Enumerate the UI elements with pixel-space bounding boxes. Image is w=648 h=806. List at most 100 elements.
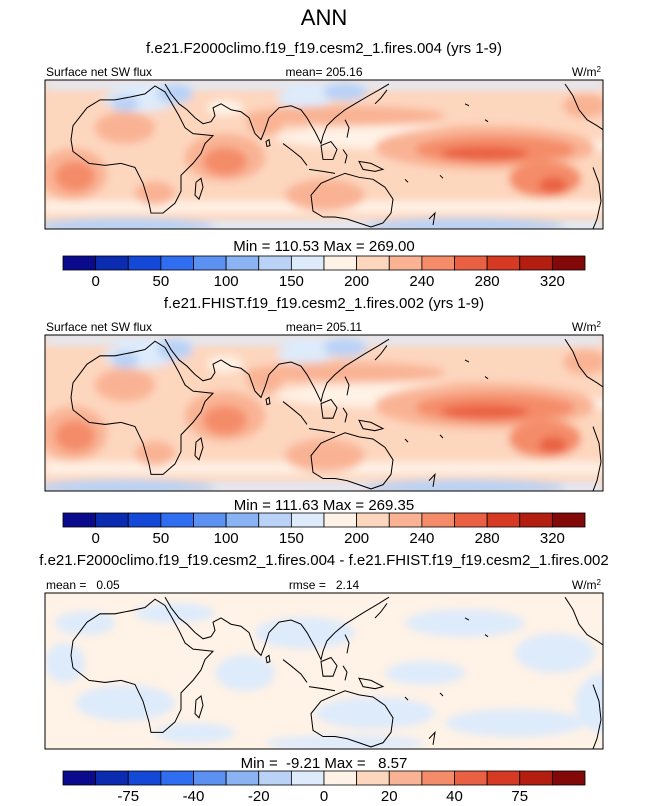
colorbar-3-swatch	[160, 770, 194, 786]
colorbar-1-tick-label: 280	[475, 273, 500, 290]
panel-2-map-frame	[44, 334, 604, 492]
colorbar-3-swatch	[193, 770, 227, 786]
colorbar-3-tick-label: 40	[446, 788, 463, 805]
colorbar-2-swatch	[62, 512, 97, 528]
colorbar-2-swatch	[551, 512, 586, 528]
colorbar-2-tick-label: 50	[153, 530, 170, 547]
panel-1-variable-label: Surface net SW flux	[46, 65, 152, 79]
panel-1-map	[35, 80, 603, 229]
panel-3-rmse-label: rmse = 2.14	[289, 578, 360, 592]
panel-3-units: W/m2	[572, 578, 602, 592]
colorbar-3-tick-label: 75	[511, 788, 528, 805]
panel-3-min-max: Min = -9.21 Max = 8.57	[241, 755, 408, 772]
colorbar-3-swatch	[290, 770, 325, 786]
colorbar-1-swatch	[323, 255, 358, 271]
colorbar-1-swatch	[551, 255, 586, 271]
colorbar-1-tick-label: 0	[91, 273, 99, 290]
colorbar-1-swatch	[421, 255, 455, 271]
colorbar-3-swatch	[323, 770, 358, 786]
colorbar-3-swatch	[95, 770, 129, 786]
panel-2-min-max: Min = 111.63 Max = 269.35	[234, 497, 414, 514]
colorbar-1-swatch	[225, 255, 260, 271]
colorbar-2-swatch	[160, 512, 194, 528]
panel-2: f.e21.FHIST.f19_f19.cesm2_1.fires.002 (y…	[35, 295, 604, 547]
colorbar-3-swatch	[551, 770, 586, 786]
panel-2-variable-label: Surface net SW flux	[46, 320, 152, 334]
colorbar-1-swatch	[356, 255, 390, 271]
panel-2-title: f.e21.FHIST.f19_f19.cesm2_1.fires.002 (y…	[164, 295, 484, 312]
colorbar-2-tick-label: 150	[279, 530, 304, 547]
panel-3-title: f.e21.F2000climo.f19_f19.cesm2_1.fires.0…	[39, 552, 608, 569]
colorbar-1-tick-label: 240	[409, 273, 434, 290]
colorbar-3-swatch	[486, 770, 521, 786]
colorbar-1-swatch	[290, 255, 325, 271]
colorbar-1-swatch	[454, 255, 488, 271]
panel-1: f.e21.F2000climo.f19_f19.cesm2_1.fires.0…	[35, 40, 604, 290]
colorbar-2-tick-label: 320	[540, 530, 565, 547]
panel-3-mean-label: mean = 0.05	[46, 578, 120, 592]
colorbar-1-tick-label: 320	[540, 273, 565, 290]
colorbar-1-swatch	[160, 255, 194, 271]
colorbar-2-swatch	[225, 512, 260, 528]
panel-1-map-frame	[44, 79, 604, 230]
panel-1-units: W/m2	[572, 65, 602, 79]
colorbar-2-tick-label: 200	[344, 530, 369, 547]
panel-1-mean-label: mean= 205.16	[285, 65, 362, 79]
colorbar-2-swatch	[421, 512, 455, 528]
colorbar-1-tick-label: 50	[153, 273, 170, 290]
colorbar-3-tick-label: 0	[320, 788, 328, 805]
colorbar-2-swatch	[193, 512, 227, 528]
colorbar-2-swatch	[486, 512, 521, 528]
colorbar-3-tick-label: 20	[381, 788, 398, 805]
panel-1-title: f.e21.F2000climo.f19_f19.cesm2_1.fires.0…	[146, 40, 502, 57]
colorbar-1-swatch	[193, 255, 227, 271]
colorbar-3-swatch	[519, 770, 553, 786]
colorbar-3-swatch	[225, 770, 260, 786]
panel-1-min-max: Min = 110.53 Max = 269.00	[233, 238, 415, 255]
colorbar-1-swatch	[62, 255, 97, 271]
colorbar-3-tick-label: -40	[183, 788, 205, 805]
colorbar-2-tick-label: 100	[214, 530, 239, 547]
colorbar-2-swatch	[454, 512, 488, 528]
colorbar-1-tick-label: 200	[344, 273, 369, 290]
panel-3: f.e21.F2000climo.f19_f19.cesm2_1.fires.0…	[39, 552, 608, 805]
figure-title: ANN	[301, 5, 347, 30]
colorbar-1-swatch	[127, 255, 162, 271]
colorbar-2-swatch	[290, 512, 325, 528]
colorbar-2-tick-label: 240	[409, 530, 434, 547]
colorbar-1-swatch	[519, 255, 553, 271]
panel-2-colorbar: 0 50 100 150 200 240 280 320	[62, 512, 586, 547]
colorbar-3-swatch	[62, 770, 97, 786]
colorbar-2-tick-label: 280	[475, 530, 500, 547]
colorbar-3-tick-label: -75	[117, 788, 139, 805]
colorbar-1-tick-label: 100	[214, 273, 239, 290]
colorbar-3-tick-label: -20	[248, 788, 270, 805]
panel-2-units: W/m2	[572, 320, 602, 334]
colorbar-3-swatch	[454, 770, 488, 786]
panel-1-colorbar: 0 50 100 150 200 240 280 320	[62, 255, 586, 290]
colorbar-1-swatch	[258, 255, 292, 271]
colorbar-3-swatch	[421, 770, 455, 786]
colorbar-1-swatch	[95, 255, 129, 271]
colorbar-3-swatch	[258, 770, 292, 786]
panel-3-map-frame	[44, 592, 604, 750]
colorbar-1-tick-label: 150	[279, 273, 304, 290]
colorbar-2-swatch	[258, 512, 292, 528]
colorbar-2-swatch	[356, 512, 390, 528]
colorbar-2-swatch	[323, 512, 358, 528]
colorbar-2-tick-label: 0	[91, 530, 99, 547]
colorbar-3-swatch	[388, 770, 423, 786]
colorbar-3-swatch	[356, 770, 390, 786]
colorbar-1-swatch	[486, 255, 521, 271]
panel-3-colorbar: -75 -40 -20 0 20 40 75	[62, 770, 586, 805]
colorbar-2-swatch	[388, 512, 423, 528]
colorbar-2-swatch	[519, 512, 553, 528]
colorbar-3-swatch	[127, 770, 162, 786]
colorbar-2-swatch	[127, 512, 162, 528]
colorbar-2-swatch	[95, 512, 129, 528]
colorbar-1-swatch	[388, 255, 423, 271]
panel-2-mean-label: mean= 205.11	[286, 320, 362, 334]
panel-3-map	[45, 593, 603, 749]
panel-2-map	[35, 335, 603, 491]
